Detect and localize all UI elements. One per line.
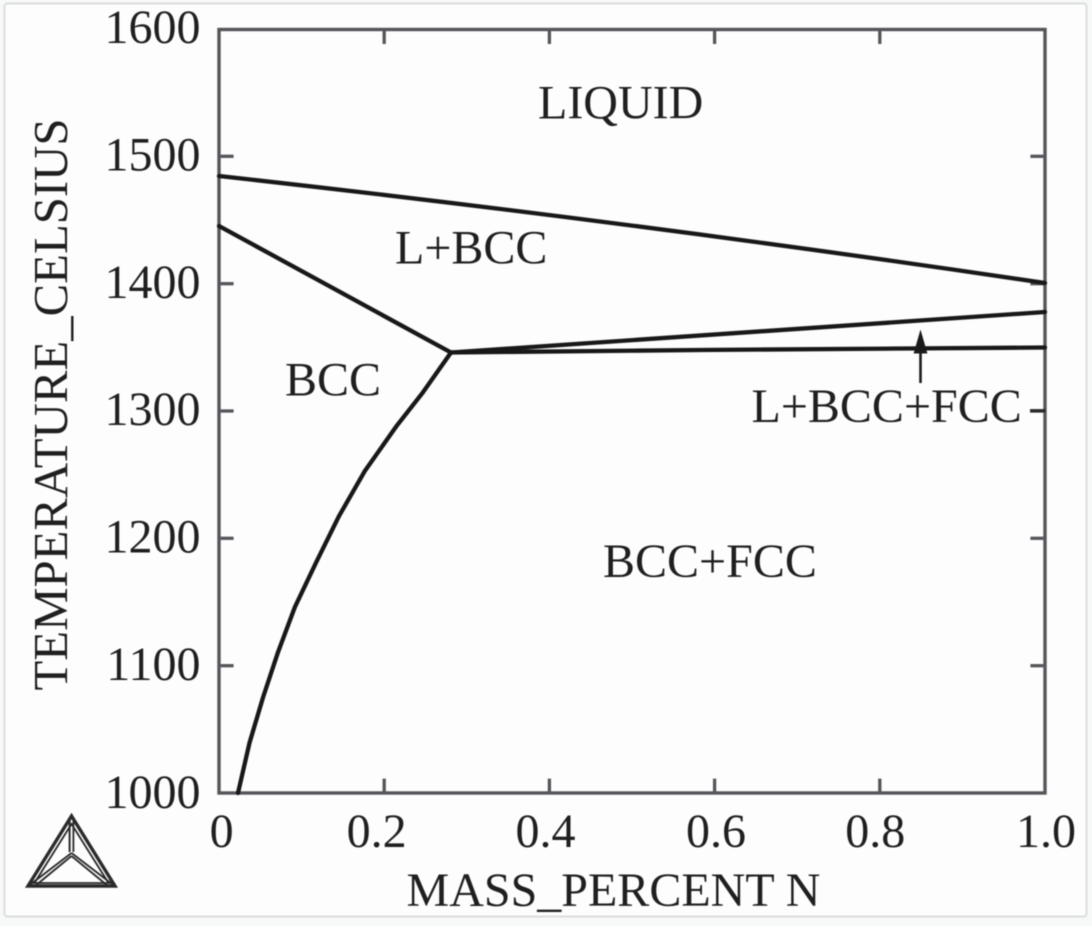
svg-text:BCC+FCC: BCC+FCC bbox=[603, 535, 817, 588]
svg-text:1400: 1400 bbox=[105, 256, 201, 309]
svg-text:0.4: 0.4 bbox=[516, 805, 576, 858]
svg-text:1500: 1500 bbox=[105, 129, 201, 182]
svg-text:0: 0 bbox=[210, 805, 234, 858]
svg-text:TEMPERATURE_CELSIUS: TEMPERATURE_CELSIUS bbox=[24, 118, 78, 690]
svg-text:1300: 1300 bbox=[105, 383, 201, 436]
svg-text:L+BCC+FCC: L+BCC+FCC bbox=[752, 380, 1022, 433]
svg-text:1000: 1000 bbox=[105, 766, 201, 819]
svg-text:0.2: 0.2 bbox=[347, 805, 407, 858]
svg-text:0.8: 0.8 bbox=[845, 805, 905, 858]
svg-text:MASS_PERCENT N: MASS_PERCENT N bbox=[407, 864, 821, 917]
svg-text:1200: 1200 bbox=[105, 511, 201, 564]
svg-text:1.0: 1.0 bbox=[1016, 805, 1076, 858]
svg-text:1100: 1100 bbox=[106, 638, 200, 691]
svg-text:0.6: 0.6 bbox=[686, 805, 746, 858]
svg-text:LIQUID: LIQUID bbox=[538, 77, 703, 130]
svg-text:L+BCC: L+BCC bbox=[395, 222, 547, 275]
svg-text:BCC: BCC bbox=[285, 354, 381, 407]
svg-text:1600: 1600 bbox=[105, 1, 201, 54]
